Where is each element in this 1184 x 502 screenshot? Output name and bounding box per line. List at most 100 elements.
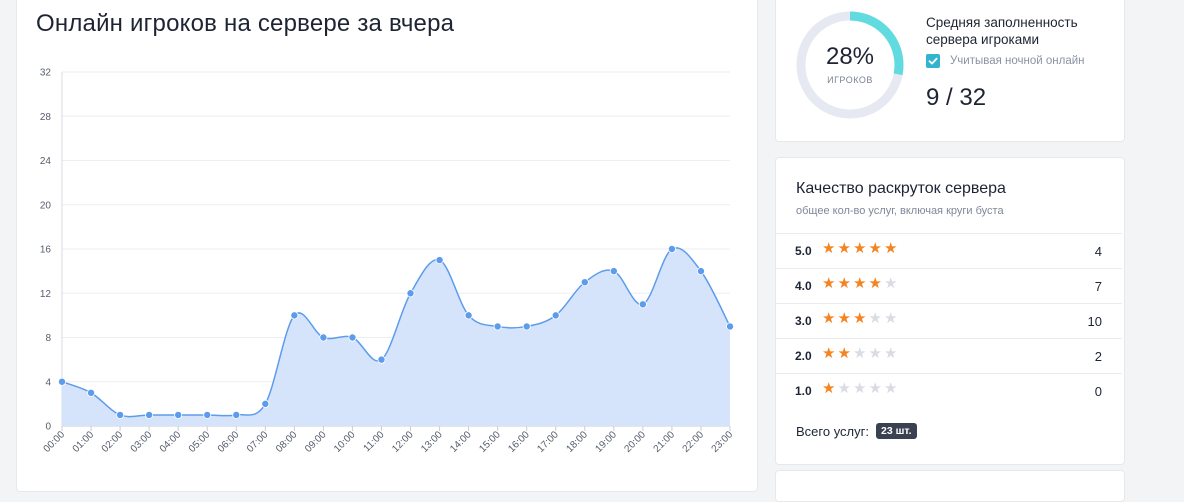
fill-title: Средняя заполненность сервера игроками <box>926 15 1078 47</box>
data-point <box>609 267 618 276</box>
data-point <box>87 388 96 397</box>
data-point <box>435 256 444 265</box>
check-icon <box>928 57 938 65</box>
data-point <box>319 333 328 342</box>
star-icon: ★ <box>822 310 836 327</box>
star-icon: ★ <box>868 275 882 292</box>
data-point <box>377 355 386 364</box>
rating-stars: ★ ★ ★ ★ ★ <box>821 381 899 396</box>
rating-count: 2 <box>1094 349 1102 364</box>
x-tick-label: 05:00 <box>187 429 213 455</box>
rating-score: 1.0 <box>795 384 812 398</box>
x-tick-label: 22:00 <box>681 429 707 455</box>
y-tick-label: 12 <box>40 289 52 300</box>
y-tick-label: 8 <box>45 333 51 344</box>
y-tick-label: 32 <box>40 68 52 79</box>
x-tick-label: 18:00 <box>564 429 590 455</box>
fill-percent-label: ИГРОКОВ <box>827 75 873 85</box>
star-icon: ★ <box>868 240 882 257</box>
x-tick-label: 02:00 <box>100 429 126 455</box>
x-tick-label: 13:00 <box>419 429 445 455</box>
total-label: Всего услуг: <box>796 423 869 439</box>
x-tick-label: 01:00 <box>71 429 97 455</box>
data-point <box>726 322 735 331</box>
star-icon: ★ <box>853 310 867 327</box>
data-point <box>261 399 270 408</box>
next-card <box>775 470 1125 502</box>
x-tick-label: 14:00 <box>448 429 474 455</box>
y-tick-label: 16 <box>40 245 52 256</box>
data-point <box>174 410 183 419</box>
x-tick-label: 06:00 <box>216 429 242 455</box>
star-icon: ★ <box>884 275 898 292</box>
rating-stars: ★ ★ ★ ★ ★ <box>821 241 899 256</box>
data-point <box>290 311 299 320</box>
star-icon: ★ <box>853 275 867 292</box>
star-icon: ★ <box>884 310 898 327</box>
x-tick-label: 00:00 <box>42 429 68 455</box>
y-tick-label: 0 <box>45 422 51 433</box>
star-icon: ★ <box>868 310 882 327</box>
x-tick-label: 19:00 <box>593 429 619 455</box>
y-tick-label: 28 <box>40 112 52 123</box>
x-tick-label: 16:00 <box>506 429 532 455</box>
x-tick-label: 20:00 <box>623 429 649 455</box>
rating-count: 0 <box>1094 384 1102 399</box>
night-online-checkbox[interactable] <box>926 54 940 68</box>
rating-score: 4.0 <box>795 279 812 293</box>
star-icon: ★ <box>837 380 851 397</box>
total-badge: 23 шт. <box>876 423 917 439</box>
rating-row: 4.0 ★ ★ ★ ★ ★ 7 <box>776 268 1122 304</box>
x-tick-label: 12:00 <box>390 429 416 455</box>
fill-count: 9 / 32 <box>926 84 987 111</box>
rating-stars: ★ ★ ★ ★ ★ <box>821 346 899 361</box>
star-icon: ★ <box>853 380 867 397</box>
night-online-label: Учитывая ночной онлайн <box>950 55 1085 67</box>
x-tick-label: 17:00 <box>535 429 561 455</box>
data-point <box>116 410 125 419</box>
quality-title: Качество раскруток сервера <box>796 180 1006 197</box>
star-icon: ★ <box>884 240 898 257</box>
star-icon: ★ <box>822 240 836 257</box>
rating-score: 3.0 <box>795 314 812 328</box>
rating-count: 7 <box>1094 279 1102 294</box>
data-point <box>203 410 212 419</box>
rating-row: 3.0 ★ ★ ★ ★ ★ 10 <box>776 303 1122 339</box>
rating-score: 2.0 <box>795 349 812 363</box>
x-tick-label: 11:00 <box>362 429 387 454</box>
data-point <box>145 410 154 419</box>
y-tick-label: 20 <box>40 200 52 211</box>
quality-subtitle: общее кол-во услуг, включая круги буста <box>796 205 1004 217</box>
rating-row: 5.0 ★ ★ ★ ★ ★ 4 <box>776 233 1122 269</box>
donut-arc <box>796 11 904 119</box>
data-point <box>493 322 502 331</box>
star-icon: ★ <box>868 380 882 397</box>
total-services: Всего услуг: 23 шт. <box>796 423 917 439</box>
star-icon: ★ <box>837 345 851 362</box>
data-point <box>464 311 473 320</box>
fill-percent: 28% <box>825 43 875 70</box>
rating-stars: ★ ★ ★ ★ ★ <box>821 311 899 326</box>
data-point <box>667 244 676 253</box>
data-point <box>580 278 589 287</box>
x-tick-label: 03:00 <box>129 429 155 455</box>
rating-row: 2.0 ★ ★ ★ ★ ★ 2 <box>776 338 1122 374</box>
rating-score: 5.0 <box>795 244 812 258</box>
star-icon: ★ <box>822 275 836 292</box>
star-icon: ★ <box>853 345 867 362</box>
data-point <box>232 410 241 419</box>
x-tick-label: 15:00 <box>477 429 503 455</box>
x-tick-label: 04:00 <box>158 429 184 455</box>
star-icon: ★ <box>822 380 836 397</box>
y-tick-label: 24 <box>40 156 52 167</box>
y-tick-label: 4 <box>45 377 51 388</box>
rating-count: 4 <box>1094 244 1102 259</box>
x-tick-label: 21:00 <box>652 429 678 455</box>
data-point <box>348 333 357 342</box>
star-icon: ★ <box>884 345 898 362</box>
data-point <box>696 267 705 276</box>
night-online-toggle[interactable]: Учитывая ночной онлайн <box>926 53 1085 69</box>
star-icon: ★ <box>822 345 836 362</box>
star-icon: ★ <box>837 310 851 327</box>
star-icon: ★ <box>837 275 851 292</box>
